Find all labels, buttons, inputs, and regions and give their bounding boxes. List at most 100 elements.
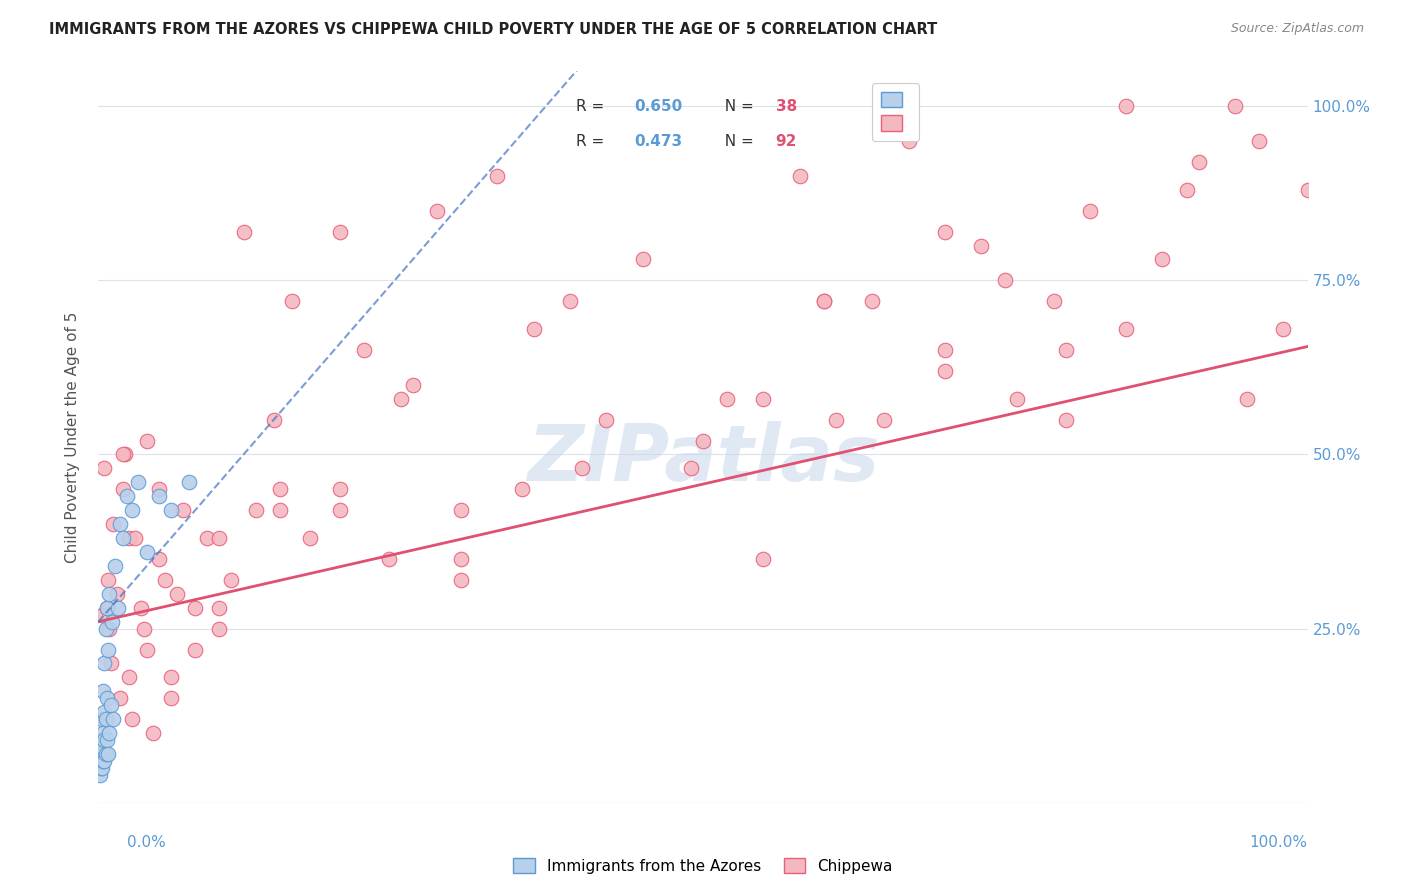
Point bbox=[101, 712, 124, 726]
Point bbox=[269, 483, 291, 497]
Point bbox=[148, 483, 170, 497]
Point bbox=[98, 726, 121, 740]
Point bbox=[160, 670, 183, 684]
Point bbox=[486, 169, 509, 183]
Point bbox=[232, 225, 254, 239]
Point bbox=[108, 517, 131, 532]
Point bbox=[91, 761, 114, 775]
Point bbox=[1152, 252, 1174, 267]
Point bbox=[329, 225, 352, 239]
Point bbox=[263, 412, 285, 426]
Point bbox=[860, 294, 883, 309]
Point bbox=[94, 712, 117, 726]
Point bbox=[1272, 322, 1295, 336]
Point bbox=[679, 461, 702, 475]
Point bbox=[91, 740, 114, 755]
Point bbox=[221, 573, 243, 587]
Point bbox=[96, 600, 118, 615]
Point bbox=[124, 531, 146, 545]
Point bbox=[91, 726, 114, 740]
Text: 0.473: 0.473 bbox=[634, 134, 682, 149]
Point bbox=[114, 448, 136, 462]
Point bbox=[121, 712, 143, 726]
Point bbox=[91, 607, 114, 622]
Text: 92: 92 bbox=[776, 134, 797, 149]
Point bbox=[389, 392, 412, 406]
Point bbox=[402, 377, 425, 392]
Point bbox=[111, 483, 134, 497]
Y-axis label: Child Poverty Under the Age of 5: Child Poverty Under the Age of 5 bbox=[65, 311, 80, 563]
Point bbox=[153, 573, 176, 587]
Point bbox=[377, 552, 399, 566]
Point bbox=[789, 169, 811, 183]
Point bbox=[118, 531, 141, 545]
Point bbox=[825, 412, 848, 426]
Point bbox=[135, 642, 157, 657]
Point bbox=[752, 552, 775, 566]
Point bbox=[111, 448, 134, 462]
Point bbox=[450, 503, 472, 517]
Point bbox=[94, 747, 117, 761]
Point bbox=[558, 294, 581, 309]
Point bbox=[166, 587, 188, 601]
Point bbox=[934, 343, 956, 357]
Point bbox=[1007, 392, 1029, 406]
Point bbox=[93, 657, 115, 671]
Point bbox=[111, 531, 134, 545]
Point bbox=[631, 252, 654, 267]
Point bbox=[91, 712, 114, 726]
Point bbox=[121, 503, 143, 517]
Point bbox=[118, 670, 141, 684]
Point bbox=[160, 691, 183, 706]
Point bbox=[450, 573, 472, 587]
Point bbox=[127, 475, 149, 490]
Point bbox=[172, 503, 194, 517]
Point bbox=[299, 531, 322, 545]
Text: 0.0%: 0.0% bbox=[127, 836, 166, 850]
Point bbox=[195, 531, 218, 545]
Point bbox=[93, 754, 115, 768]
Point bbox=[1175, 183, 1198, 197]
Point bbox=[1115, 99, 1137, 113]
Point bbox=[160, 503, 183, 517]
Point bbox=[184, 642, 207, 657]
Point bbox=[208, 600, 231, 615]
Point bbox=[90, 733, 112, 747]
Point bbox=[208, 531, 231, 545]
Point bbox=[970, 238, 993, 252]
Point bbox=[208, 622, 231, 636]
Point bbox=[1223, 99, 1246, 113]
Point bbox=[94, 622, 117, 636]
Point bbox=[96, 691, 118, 706]
Text: IMMIGRANTS FROM THE AZORES VS CHIPPEWA CHILD POVERTY UNDER THE AGE OF 5 CORRELAT: IMMIGRANTS FROM THE AZORES VS CHIPPEWA C… bbox=[49, 22, 938, 37]
Point bbox=[595, 412, 617, 426]
Point bbox=[245, 503, 267, 517]
Point bbox=[97, 747, 120, 761]
Point bbox=[1188, 155, 1211, 169]
Point bbox=[329, 503, 352, 517]
Point bbox=[135, 545, 157, 559]
Point bbox=[91, 754, 114, 768]
Point bbox=[100, 615, 122, 629]
Point bbox=[93, 705, 115, 719]
Point bbox=[1054, 412, 1077, 426]
Point bbox=[692, 434, 714, 448]
Text: N =: N = bbox=[716, 99, 759, 114]
Point bbox=[994, 273, 1017, 287]
Point bbox=[96, 600, 118, 615]
Point bbox=[101, 517, 124, 532]
Point bbox=[104, 558, 127, 573]
Point bbox=[873, 412, 896, 426]
Point bbox=[100, 698, 122, 713]
Point bbox=[1042, 294, 1064, 309]
Point bbox=[897, 134, 920, 148]
Point bbox=[89, 768, 111, 782]
Point bbox=[93, 733, 115, 747]
Point bbox=[1296, 183, 1319, 197]
Point bbox=[571, 461, 593, 475]
Point bbox=[142, 726, 165, 740]
Point bbox=[752, 392, 775, 406]
Point bbox=[179, 475, 201, 490]
Point bbox=[813, 294, 835, 309]
Point bbox=[98, 622, 121, 636]
